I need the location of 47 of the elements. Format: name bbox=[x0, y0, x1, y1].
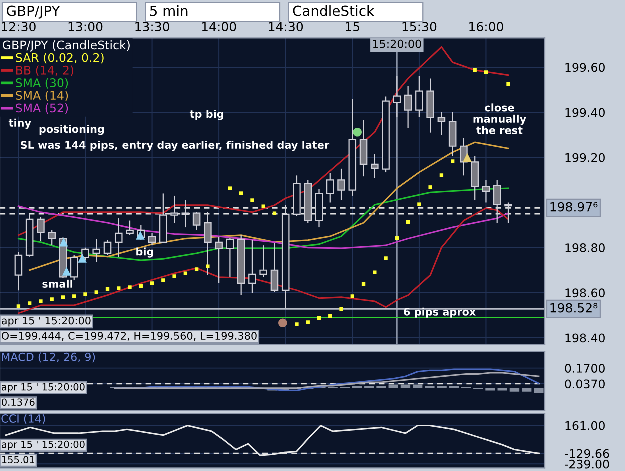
x-tick-label: 13:30 bbox=[136, 22, 170, 32]
y-tick-label: 199.60 bbox=[566, 63, 605, 72]
y-tick-label: -129.66 bbox=[565, 449, 610, 458]
legend-title: GBP/JPY (CandleStick) bbox=[3, 40, 130, 52]
ref-line-label: 198.97⁶ bbox=[550, 202, 598, 212]
y-tick-label: 198.40 bbox=[566, 334, 605, 343]
text: 5 min bbox=[150, 6, 188, 16]
x-tick-label: 12:30 bbox=[2, 22, 36, 32]
annotation: apr 15 ' 15:20:00 bbox=[2, 440, 85, 450]
ref-line-label: 198.52⁸ bbox=[550, 303, 598, 313]
annotation: apr 15 ' 15:20:00 bbox=[2, 383, 85, 393]
x-tick-label: 14:00 bbox=[202, 22, 236, 32]
x-tick-label: 13:00 bbox=[68, 22, 103, 32]
annotation: apr 15 ' 15:20:00 bbox=[2, 316, 91, 327]
legend-label: BB (14, 2) bbox=[16, 66, 74, 76]
legend-label: SAR (0.02, 0.2) bbox=[16, 53, 104, 64]
annotation: close manually the rest bbox=[474, 104, 526, 134]
legend-label: SMA (52) bbox=[16, 104, 68, 114]
chart-title: MACD (12, 26, 9) bbox=[2, 352, 96, 363]
annotation: big bbox=[136, 248, 154, 258]
y-tick-label: 0.0370 bbox=[565, 380, 605, 389]
x-tick-label: 15:30 bbox=[402, 22, 437, 32]
text: CandleStick bbox=[293, 6, 374, 16]
x-tick-label: 14:30 bbox=[269, 22, 304, 32]
y-tick-label: 198.80 bbox=[566, 244, 605, 252]
legend-label: SMA (14) bbox=[16, 90, 68, 102]
annotation: SL was 144 pips, entry day earlier, finished day later bbox=[21, 141, 330, 152]
y-tick-label: 199.20 bbox=[566, 153, 605, 162]
annotation: positioning bbox=[40, 125, 104, 136]
ref-line-label: 15:20:00 bbox=[373, 40, 422, 48]
y-tick-label: -239.00 bbox=[565, 460, 610, 469]
text: GBP/JPY bbox=[7, 6, 60, 19]
annotation: 0.1376 bbox=[2, 398, 35, 406]
y-tick-label: 0.1700 bbox=[565, 364, 605, 373]
y-tick-label: 198.60 bbox=[566, 288, 605, 298]
annotation: tp big bbox=[190, 110, 224, 120]
chart-title: CCI (14) bbox=[2, 414, 46, 424]
legend-label: SMA (30) bbox=[16, 78, 68, 89]
annotation: 155.01 bbox=[2, 456, 35, 464]
y-tick-label: 199.40 bbox=[566, 108, 605, 118]
x-tick-label: 15 bbox=[346, 22, 360, 32]
x-tick-label: 16:00 bbox=[470, 22, 504, 32]
annotation: 6 pips aprox bbox=[404, 308, 476, 318]
y-tick-label: 161.00 bbox=[566, 421, 605, 430]
annotation: tiny bbox=[8, 118, 32, 130]
annotation: small bbox=[42, 280, 73, 288]
annotation: O=199.444, C=199.472, H=199.560, L=199.380 bbox=[2, 332, 257, 342]
